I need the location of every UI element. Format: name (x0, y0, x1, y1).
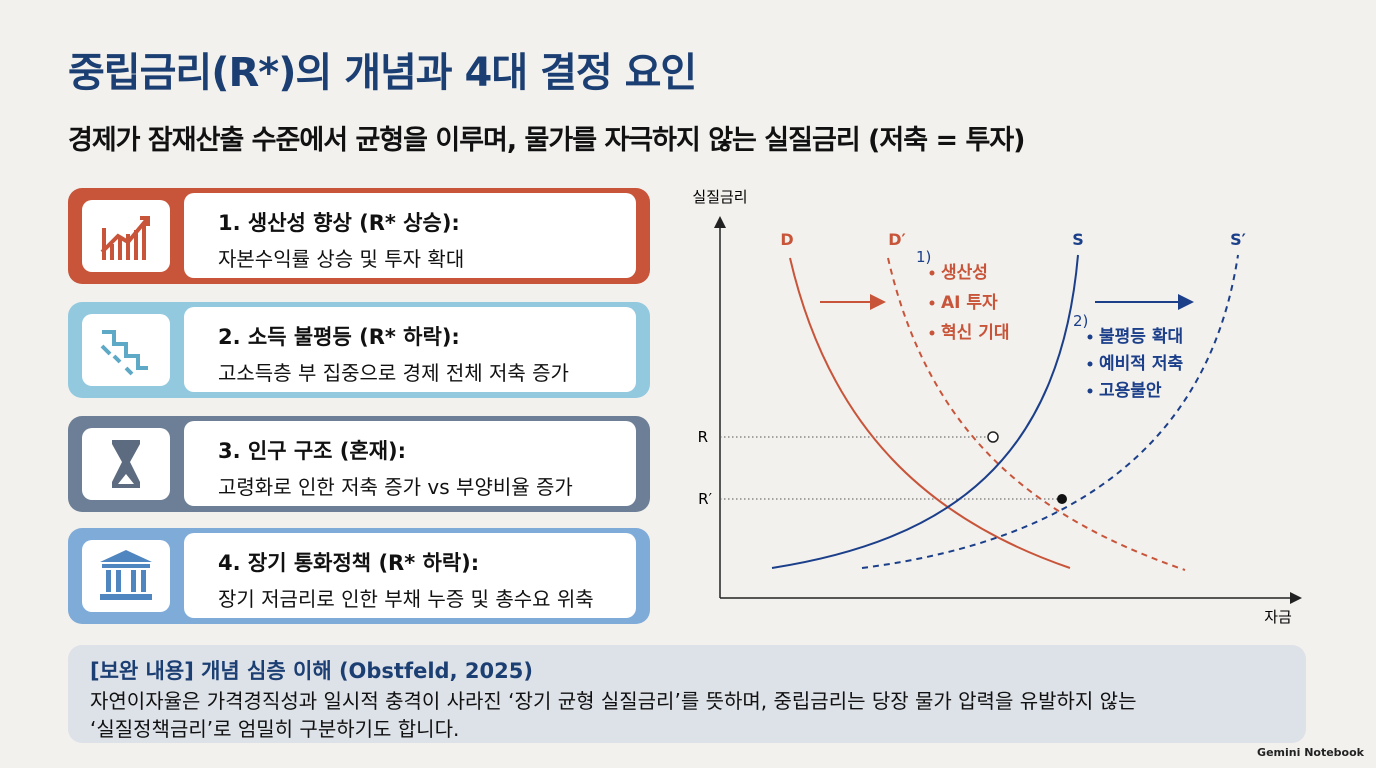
brand: Gemini Notebook (1257, 746, 1364, 759)
shift-item: 혁신 기대 (941, 322, 1009, 343)
shift-item: 불평등 확대 (1099, 327, 1183, 347)
note-title: [보완 내용] 개념 심층 이해 (Obstfeld, 2025) (90, 659, 533, 683)
card-title: 1. 생산성 향상 (R* 상승): (218, 211, 460, 235)
bullet (1087, 388, 1093, 394)
curve-label: D′ (888, 230, 906, 249)
equilibrium (1057, 494, 1067, 504)
subtitle: 경제가 잠재산출 수준에서 균형을 이루며, 물가를 자극하지 않는 실질금리 … (68, 125, 1026, 156)
shift-label: 2) (1073, 312, 1088, 330)
x-axis-label: 자금 (1264, 608, 1292, 626)
card-title: 2. 소득 불평등 (R* 하락): (218, 325, 460, 349)
note-line: ‘실질정책금리’로 엄밀히 구분하기도 합니다. (90, 717, 460, 741)
bullet (929, 300, 935, 306)
card-title: 3. 인구 구조 (혼재): (218, 439, 407, 463)
rate-label: R (698, 428, 708, 446)
bullet (1087, 334, 1093, 340)
card-desc: 고령화로 인한 저축 증가 vs 부양비율 증가 (218, 475, 573, 499)
icon (82, 540, 170, 612)
card: 2. 소득 불평등 (R* 하락): 고소득층 부 집중으로 경제 전체 저축 증… (68, 302, 650, 398)
curve-label: S′ (1230, 230, 1246, 249)
curve-d (789, 257, 1071, 569)
curve-label: D (780, 230, 793, 249)
card-desc: 고소득층 부 집중으로 경제 전체 저축 증가 (218, 361, 569, 385)
note-line: 자연이자율은 가격경직성과 일시적 충격이 사라진 ‘장기 균형 실질금리’를 … (90, 689, 1137, 713)
card-title: 4. 장기 통화정책 (R* 하락): (218, 551, 480, 575)
shift-item: 고용불안 (1099, 381, 1162, 401)
icon (82, 200, 170, 272)
diagram: 실질금리 자금 D D′ S S′ R R′ 1) 2) 생산성 AI 투자혁신 … (692, 188, 1302, 626)
shift-label: 1) (916, 248, 931, 266)
card-desc: 자본수익률 상승 및 투자 확대 (218, 247, 465, 271)
bullet (929, 330, 935, 336)
card-desc: 장기 저금리로 인한 부채 누증 및 총수요 위축 (218, 587, 594, 611)
note-box: [보완 내용] 개념 심층 이해 (Obstfeld, 2025) 자연이자율은… (68, 645, 1306, 743)
card: 1. 생산성 향상 (R* 상승): 자본수익률 상승 및 투자 확대 (68, 188, 650, 284)
curve-s-prime (861, 254, 1239, 569)
title: 중립금리(R*)의 개념과 4대 결정 요인 (68, 50, 697, 96)
bullet (1087, 361, 1093, 367)
card: 3. 인구 구조 (혼재): 고령화로 인한 저축 증가 vs 부양비율 증가 (68, 416, 650, 512)
icon (82, 314, 170, 386)
y-axis-label: 실질금리 (692, 188, 747, 206)
card: 4. 장기 통화정책 (R* 하락): 장기 저금리로 인한 부채 누증 및 총수… (68, 528, 650, 624)
shift-item: AI 투자 (941, 293, 998, 313)
equilibrium (987, 431, 999, 443)
icon (82, 428, 170, 500)
shift-item: 예비적 저축 (1099, 354, 1183, 374)
curve-s (771, 254, 1079, 569)
curve-label: S (1072, 230, 1084, 249)
shift-item: 생산성 (941, 263, 988, 283)
bullet (929, 270, 935, 276)
rate-label: R′ (698, 490, 712, 508)
